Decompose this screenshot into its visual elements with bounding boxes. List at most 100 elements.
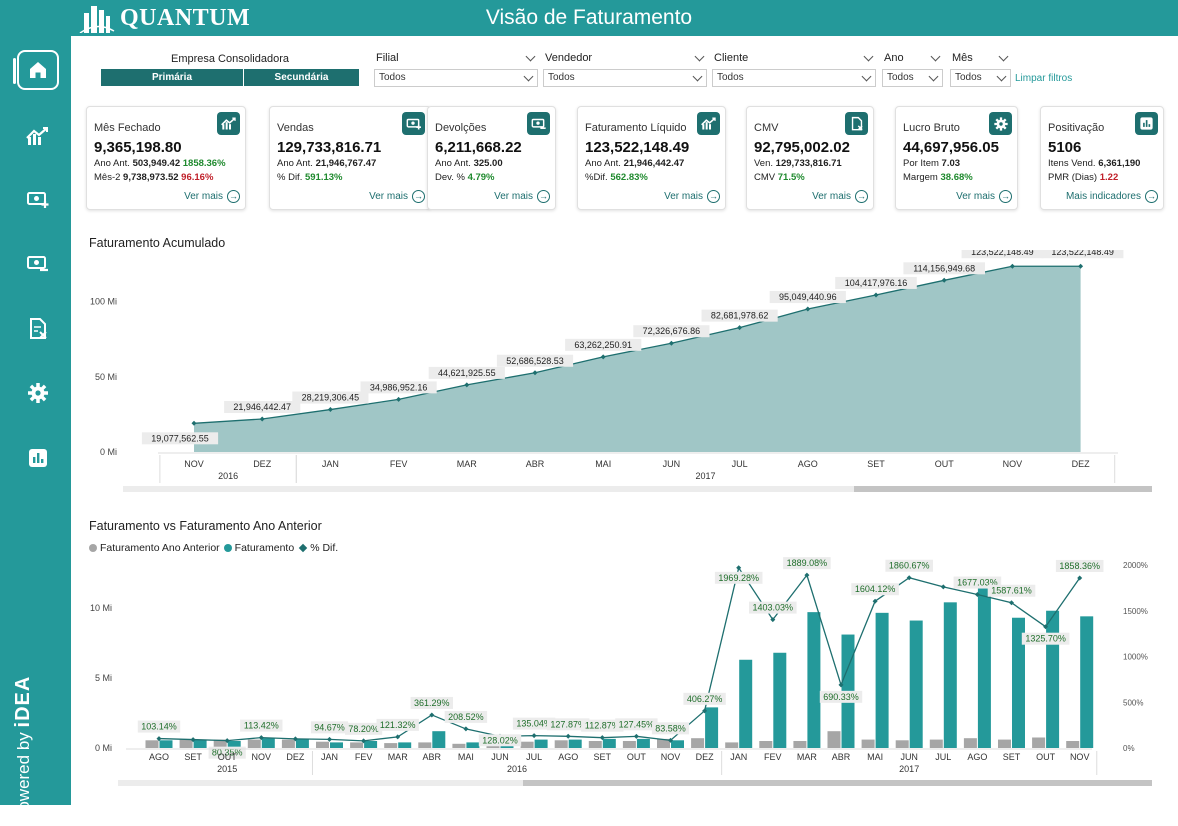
dif-point[interactable] (531, 733, 537, 739)
chart1-scrollbar[interactable] (123, 486, 1152, 492)
data-point[interactable] (464, 382, 470, 388)
primaria-toggle[interactable]: Primária (101, 69, 244, 86)
document-x-icon[interactable] (845, 112, 868, 135)
data-point[interactable] (532, 370, 538, 376)
bar-ano-anterior[interactable] (759, 740, 773, 748)
filial-select[interactable]: Todos (374, 69, 538, 87)
dif-point[interactable] (156, 736, 162, 742)
money-minus-icon[interactable] (527, 112, 550, 135)
ano-select[interactable]: Todos (882, 69, 943, 87)
bar-ano-anterior[interactable] (554, 740, 568, 748)
data-point[interactable] (1009, 263, 1015, 269)
data-point[interactable] (668, 340, 674, 346)
limpar-filtros-link[interactable]: Limpar filtros (1015, 73, 1073, 84)
bar-chart-icon[interactable] (1135, 112, 1158, 135)
bar-faturamento[interactable] (739, 659, 753, 748)
bar-ano-anterior[interactable] (213, 739, 227, 748)
bar-ano-anterior[interactable] (861, 739, 875, 748)
bar-faturamento[interactable] (159, 740, 173, 748)
dif-point[interactable] (565, 733, 571, 739)
ver-mais-link[interactable]: Ver mais → (494, 190, 550, 203)
chevron-down-icon[interactable] (863, 51, 874, 62)
bar-faturamento[interactable] (875, 612, 889, 748)
data-point[interactable] (327, 407, 333, 413)
dif-point[interactable] (974, 592, 980, 598)
data-point[interactable] (259, 416, 265, 422)
bar-faturamento[interactable] (977, 581, 991, 748)
bar-faturamento[interactable] (364, 740, 378, 748)
money-add-icon[interactable] (402, 112, 425, 135)
dif-point[interactable] (872, 598, 878, 604)
chart2-scrollbar-thumb[interactable] (523, 780, 1152, 786)
bar-faturamento[interactable] (568, 739, 582, 748)
data-point[interactable] (737, 325, 743, 331)
sidebar-item-indicadores[interactable] (17, 438, 59, 478)
data-point[interactable] (396, 396, 402, 402)
bar-faturamento[interactable] (807, 612, 821, 748)
chevron-down-icon[interactable] (525, 51, 536, 62)
dif-point[interactable] (1077, 575, 1083, 581)
trend-chart-icon[interactable] (697, 112, 720, 135)
sidebar-item-lucro[interactable] (17, 373, 59, 413)
bar-ano-anterior[interactable] (793, 740, 807, 748)
dif-point[interactable] (804, 572, 810, 578)
data-point[interactable] (600, 354, 606, 360)
sidebar-item-devolucoes[interactable] (17, 243, 59, 283)
mes-select[interactable]: Todos (950, 69, 1011, 87)
cliente-select[interactable]: Todos (712, 69, 876, 87)
dif-point[interactable] (292, 736, 298, 742)
bar-ano-anterior[interactable] (963, 738, 977, 748)
bar-faturamento[interactable] (602, 738, 616, 748)
bar-ano-anterior[interactable] (1032, 737, 1046, 748)
dif-point[interactable] (463, 726, 469, 732)
bar-ano-anterior[interactable] (247, 739, 261, 748)
bar-ano-anterior[interactable] (384, 743, 398, 748)
dif-point[interactable] (258, 735, 264, 741)
bar-ano-anterior[interactable] (725, 742, 739, 748)
chevron-down-icon[interactable] (998, 51, 1009, 62)
bar-ano-anterior[interactable] (895, 740, 909, 748)
dif-point[interactable] (361, 738, 367, 744)
bar-faturamento[interactable] (1012, 617, 1025, 748)
sidebar-item-vendas[interactable] (17, 179, 59, 219)
bar-faturamento[interactable] (432, 731, 446, 748)
dif-point[interactable] (702, 708, 708, 714)
dif-point[interactable] (395, 734, 401, 740)
sidebar-item-faturamento[interactable] (17, 116, 59, 156)
chevron-down-icon[interactable] (694, 51, 705, 62)
bar-faturamento[interactable] (636, 738, 650, 748)
ver-mais-link[interactable]: Ver mais → (956, 190, 1012, 203)
gear-icon[interactable] (989, 112, 1012, 135)
ver-mais-link[interactable]: Ver mais → (812, 190, 868, 203)
ver-mais-link[interactable]: Mais indicadores → (1066, 190, 1158, 203)
data-point[interactable] (941, 277, 947, 283)
bar-ano-anterior[interactable] (281, 739, 295, 748)
bar-faturamento[interactable] (193, 739, 207, 748)
dif-point[interactable] (327, 736, 332, 742)
dif-point[interactable] (1009, 600, 1014, 606)
data-point[interactable] (191, 420, 197, 426)
bar-ano-anterior[interactable] (588, 740, 602, 748)
bar-ano-anterior[interactable] (520, 741, 534, 748)
bar-faturamento[interactable] (1080, 616, 1094, 748)
bar-faturamento[interactable] (773, 652, 787, 748)
ver-mais-link[interactable]: Ver mais → (184, 190, 240, 203)
dif-point[interactable] (599, 735, 605, 741)
chevron-down-icon[interactable] (930, 51, 941, 62)
data-point[interactable] (805, 306, 811, 312)
dif-point[interactable] (429, 712, 435, 718)
dif-point[interactable] (736, 565, 742, 571)
bar-ano-anterior[interactable] (929, 739, 943, 748)
bar-faturamento[interactable] (705, 707, 719, 748)
trend-chart-icon[interactable] (217, 112, 240, 135)
bar-ano-anterior[interactable] (1066, 740, 1080, 748)
dif-point[interactable] (906, 575, 912, 581)
bar-faturamento[interactable] (466, 742, 480, 748)
dif-point[interactable] (633, 733, 639, 739)
dif-point[interactable] (190, 737, 196, 743)
dif-point[interactable] (668, 737, 673, 743)
bar-ano-anterior[interactable] (145, 740, 159, 748)
dif-point[interactable] (770, 617, 776, 623)
chart1-scrollbar-thumb[interactable] (854, 486, 1152, 492)
bar-faturamento[interactable] (943, 602, 957, 748)
